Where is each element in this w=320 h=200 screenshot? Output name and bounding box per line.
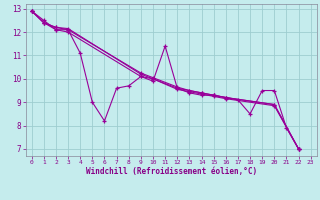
X-axis label: Windchill (Refroidissement éolien,°C): Windchill (Refroidissement éolien,°C) <box>86 167 257 176</box>
